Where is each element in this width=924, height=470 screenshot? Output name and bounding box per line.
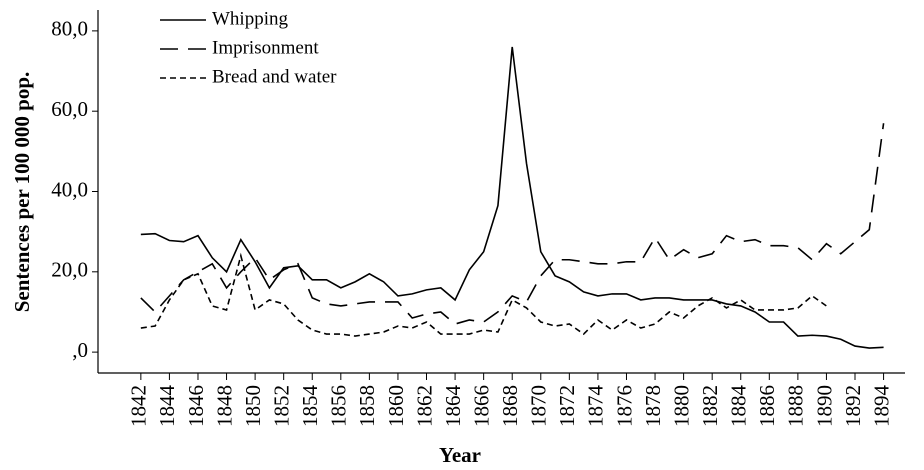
- x-tick-label: 1870: [527, 385, 551, 427]
- line-series: [140, 123, 885, 325]
- x-tick-label: 1852: [269, 385, 293, 427]
- x-tick-label: 1872: [555, 385, 579, 427]
- x-tick-label: 1842: [127, 385, 151, 427]
- y-tick-label: 80,0: [51, 17, 88, 41]
- x-tick-label: 1856: [327, 385, 351, 427]
- x-tick-label: 1868: [498, 385, 522, 427]
- y-tick-label: 20,0: [51, 258, 88, 282]
- x-tick-label: 1874: [584, 385, 608, 428]
- legend-label: Imprisonment: [212, 37, 319, 58]
- y-tick-label: 40,0: [51, 177, 88, 201]
- x-tick-label: 1878: [641, 385, 665, 427]
- x-tick-label: 1864: [441, 385, 465, 428]
- x-axis-title: Year: [439, 443, 481, 467]
- x-tick-label: 1866: [469, 385, 493, 427]
- legend-label: Bread and water: [212, 66, 337, 87]
- x-tick-label: 1880: [669, 385, 693, 427]
- x-tick-label: 1892: [841, 385, 865, 427]
- x-tick-label: 1882: [698, 385, 722, 427]
- x-tick-label: 1846: [184, 385, 208, 427]
- x-tick-label: 1862: [412, 385, 436, 427]
- y-tick-label: 60,0: [51, 97, 88, 121]
- y-axis-title: Sentences per 100 000 pop.: [10, 72, 34, 313]
- x-tick-label: 1886: [755, 385, 779, 427]
- y-tick-label: ,0: [72, 338, 88, 362]
- x-tick-label: 1848: [212, 385, 236, 427]
- x-tick-label: 1890: [812, 385, 836, 427]
- x-tick-label: 1854: [298, 385, 322, 428]
- x-tick-label: 1884: [727, 385, 751, 428]
- x-tick-label: 1888: [784, 385, 808, 427]
- legend-label: Whipping: [212, 8, 288, 29]
- x-tick-label: 1844: [155, 385, 179, 428]
- x-tick-label: 1850: [241, 385, 265, 427]
- x-tick-label: 1894: [869, 385, 893, 428]
- x-tick-label: 1860: [384, 385, 408, 427]
- x-tick-label: 1858: [355, 385, 379, 427]
- line-series: [140, 252, 827, 337]
- x-tick-label: 1876: [612, 385, 636, 427]
- line-series: [140, 46, 884, 349]
